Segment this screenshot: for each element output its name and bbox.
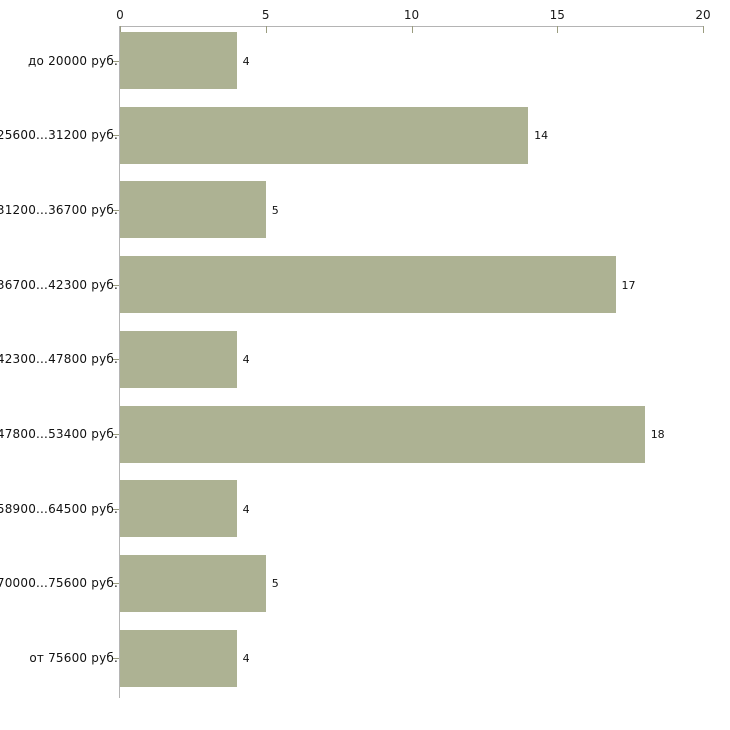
bar (120, 480, 237, 538)
x-tick-label: 20 (695, 8, 711, 22)
y-tick (113, 583, 119, 584)
bar-value-label: 4 (242, 652, 250, 666)
category-label: 47800...53400 руб. (0, 427, 118, 441)
category-label: до 20000 руб. (28, 53, 118, 68)
x-tick-20 (703, 26, 704, 33)
bar (120, 256, 616, 314)
category-label: от 75600 руб. (29, 651, 118, 666)
bar-value-label: 17 (621, 278, 636, 292)
bar (120, 106, 529, 164)
x-tick-label: 10 (403, 8, 420, 22)
bar (120, 181, 266, 239)
y-tick (113, 434, 119, 435)
bar-value-label: 5 (271, 203, 279, 217)
category-label: 25600...31200 руб. (0, 128, 118, 143)
x-tick-10 (411, 26, 413, 33)
category-label: 58900...64500 руб. (0, 501, 118, 516)
bar (120, 405, 645, 463)
bar-value-label: 4 (242, 502, 250, 516)
bar (120, 629, 237, 687)
bar-value-label: 4 (242, 353, 250, 367)
bar (120, 554, 266, 612)
bar-value-label: 5 (271, 577, 279, 591)
x-tick-label: 5 (261, 8, 270, 22)
x-tick-15 (557, 26, 559, 33)
x-tick-5 (265, 26, 267, 33)
category-label: 31200...36700 руб. (0, 202, 118, 217)
x-tick-0 (120, 26, 121, 33)
y-axis-line (119, 26, 120, 698)
bar-value-label: 14 (534, 129, 549, 143)
category-label: 42300...47800 руб. (0, 352, 118, 367)
y-tick (113, 210, 119, 211)
bar (120, 330, 237, 388)
x-tick-label: 15 (549, 8, 565, 22)
y-tick (113, 658, 119, 659)
y-tick (113, 285, 119, 286)
bar (120, 32, 237, 89)
category-label: 70000...75600 руб. (0, 576, 118, 591)
y-tick (113, 509, 119, 510)
bar-value-label: 18 (650, 428, 665, 441)
category-label: 36700...42300 руб. (0, 277, 118, 292)
y-tick (113, 135, 119, 136)
x-tick-label: 0 (116, 8, 124, 22)
x-axis-line (119, 26, 703, 27)
y-tick (113, 61, 119, 62)
bar-value-label: 4 (242, 54, 250, 68)
y-tick (113, 359, 119, 360)
